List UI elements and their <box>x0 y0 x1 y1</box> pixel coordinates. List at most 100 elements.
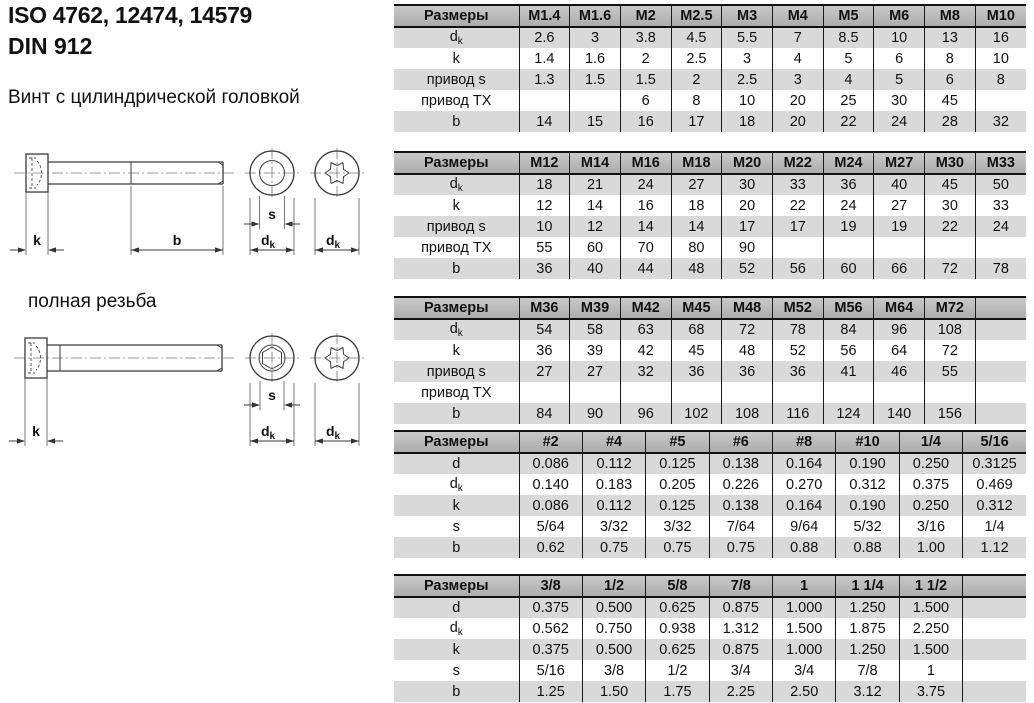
value-cell: 6 <box>619 90 672 111</box>
value-cell: 2.5 <box>721 69 773 90</box>
table-row: привод s 1.3 1.5 1.5 2 2.5 3 4 5 6 8 <box>394 69 1026 90</box>
value-cell: 56 <box>822 340 874 361</box>
value-cell: 0.138 <box>708 453 773 474</box>
value-cell: 0.086 <box>518 495 583 516</box>
column-header: M18 <box>670 151 722 175</box>
table-row: dk 0.140 0.183 0.205 0.226 0.270 0.312 0.375 0.4… <box>394 474 1026 495</box>
value-cell: 18 <box>721 111 773 132</box>
table-row: k 0.375 0.500 0.625 0.875 1.000 1.250 1.500 <box>394 639 1026 660</box>
torx-star-icon <box>324 347 350 369</box>
value-cell: 1.50 <box>581 681 646 702</box>
column-header: M14 <box>569 151 621 175</box>
value-cell: 60 <box>569 237 621 258</box>
value-cell: 0.125 <box>645 495 710 516</box>
value-cell: 5.5 <box>721 27 773 48</box>
table-header-row: Размеры 3/8 1/2 5/8 7/8 1 1 1/4 1 1/2 <box>394 574 1026 598</box>
column-header: 1 1/2 <box>898 574 963 598</box>
hex-socket-hidden-lines <box>28 342 41 374</box>
value-cell: 102 <box>670 403 722 424</box>
column-header: M22 <box>771 151 824 175</box>
table-row: привод TX 55 60 70 80 90 <box>394 237 1026 258</box>
value-cell: 2.250 <box>898 618 963 639</box>
value-cell: 27 <box>670 174 722 195</box>
dimensions-table-inch-large: Размеры 3/8 1/2 5/8 7/8 1 1 1/4 1 1/2 d 0.375 0.50… <box>394 574 1026 702</box>
size-column-header: Размеры <box>394 4 519 28</box>
table-header-row: Размеры M36 M39 M42 M45 M48 M52 M56 M64 M72 <box>394 296 1026 320</box>
dimension-dk-torx: dk <box>314 383 360 446</box>
row-label-cell: d <box>452 600 461 616</box>
value-cell: 24 <box>822 195 874 216</box>
value-cell: 72 <box>924 340 976 361</box>
value-cell: 36 <box>518 340 570 361</box>
row-label-cell: d <box>452 456 461 472</box>
table-row: k 0.086 0.112 0.125 0.138 0.164 0.190 0.250 0.31… <box>394 495 1026 516</box>
value-cell: 108 <box>924 319 976 340</box>
dim-label-k: k <box>33 232 41 248</box>
column-header: M6 <box>873 4 925 28</box>
value-cell: 0.3125 <box>962 453 1026 474</box>
page-title-din: DIN 912 <box>8 33 93 59</box>
column-header: #2 <box>518 430 583 454</box>
value-cell: 3/8 <box>581 660 646 681</box>
value-cell: 0.190 <box>835 453 900 474</box>
row-label-cell: dk <box>449 475 463 494</box>
dim-label-dk: dk <box>261 232 276 251</box>
column-header: M56 <box>822 296 874 320</box>
value-cell <box>771 237 824 258</box>
row-label-cell: dk <box>449 321 463 339</box>
dim-label-dk-base: d <box>326 232 335 248</box>
table-header-row: Размеры M12 M14 M16 M18 M20 M22 M24 M27 M30 M33 <box>394 151 1026 175</box>
value-cell <box>962 681 1026 702</box>
value-cell: 0.375 <box>898 474 963 495</box>
dim-label-b: b <box>173 232 182 248</box>
row-label-cell: k <box>452 497 460 514</box>
value-cell: 5 <box>873 69 925 90</box>
value-cell: 0.938 <box>645 618 710 639</box>
column-header <box>974 296 1026 320</box>
dimensions-table-m12-m33: Размеры M12 M14 M16 M18 M20 M22 M24 M27 M30 M33 dk 1… <box>394 151 1026 279</box>
value-cell: 25 <box>822 90 874 111</box>
value-cell: 36 <box>721 361 773 382</box>
value-cell: 7/64 <box>708 516 773 537</box>
table-row: b 84 90 96 102 108 116 124 140 156 <box>394 403 1026 424</box>
value-cell <box>873 237 925 258</box>
column-header: 3/8 <box>518 574 583 598</box>
value-cell: 39 <box>569 340 621 361</box>
value-cell <box>619 382 672 403</box>
value-cell: 0.375 <box>518 639 583 660</box>
value-cell: 1.875 <box>835 618 900 639</box>
value-cell: 0.75 <box>708 537 773 558</box>
value-cell: 0.190 <box>835 495 900 516</box>
table-row: s 5/16 3/8 1/2 3/4 3/4 7/8 1 <box>394 660 1026 681</box>
dim-label-dk-sub: k <box>335 240 341 251</box>
value-cell: 1.000 <box>771 639 836 660</box>
row-label-cell: b <box>452 113 461 130</box>
value-cell: 22 <box>822 111 874 132</box>
value-cell: 45 <box>670 340 722 361</box>
value-cell: 58 <box>569 319 621 340</box>
row-label-cell: b <box>452 539 461 556</box>
value-cell: 3.75 <box>898 681 963 702</box>
value-cell: 0.183 <box>581 474 646 495</box>
value-cell <box>962 639 1026 660</box>
value-cell: 90 <box>721 237 773 258</box>
row-label-cell: привод s <box>426 71 486 88</box>
value-cell <box>974 237 1026 258</box>
value-cell: 0.250 <box>898 495 963 516</box>
torx-star-icon <box>324 162 350 184</box>
value-cell <box>974 382 1026 403</box>
value-cell <box>822 382 874 403</box>
column-header: M1.6 <box>569 4 621 28</box>
value-cell: 52 <box>721 258 773 279</box>
dim-label-dk-base: d <box>261 232 270 248</box>
value-cell <box>822 237 874 258</box>
value-cell: 45 <box>924 174 976 195</box>
dimension-s: s <box>244 196 300 229</box>
column-header: #6 <box>708 430 773 454</box>
value-cell: 0.250 <box>898 453 963 474</box>
value-cell: 84 <box>518 403 570 424</box>
hexagon-socket-icon <box>262 346 282 370</box>
value-cell <box>962 597 1026 618</box>
column-header: M2.5 <box>670 4 722 28</box>
column-header: M64 <box>873 296 925 320</box>
